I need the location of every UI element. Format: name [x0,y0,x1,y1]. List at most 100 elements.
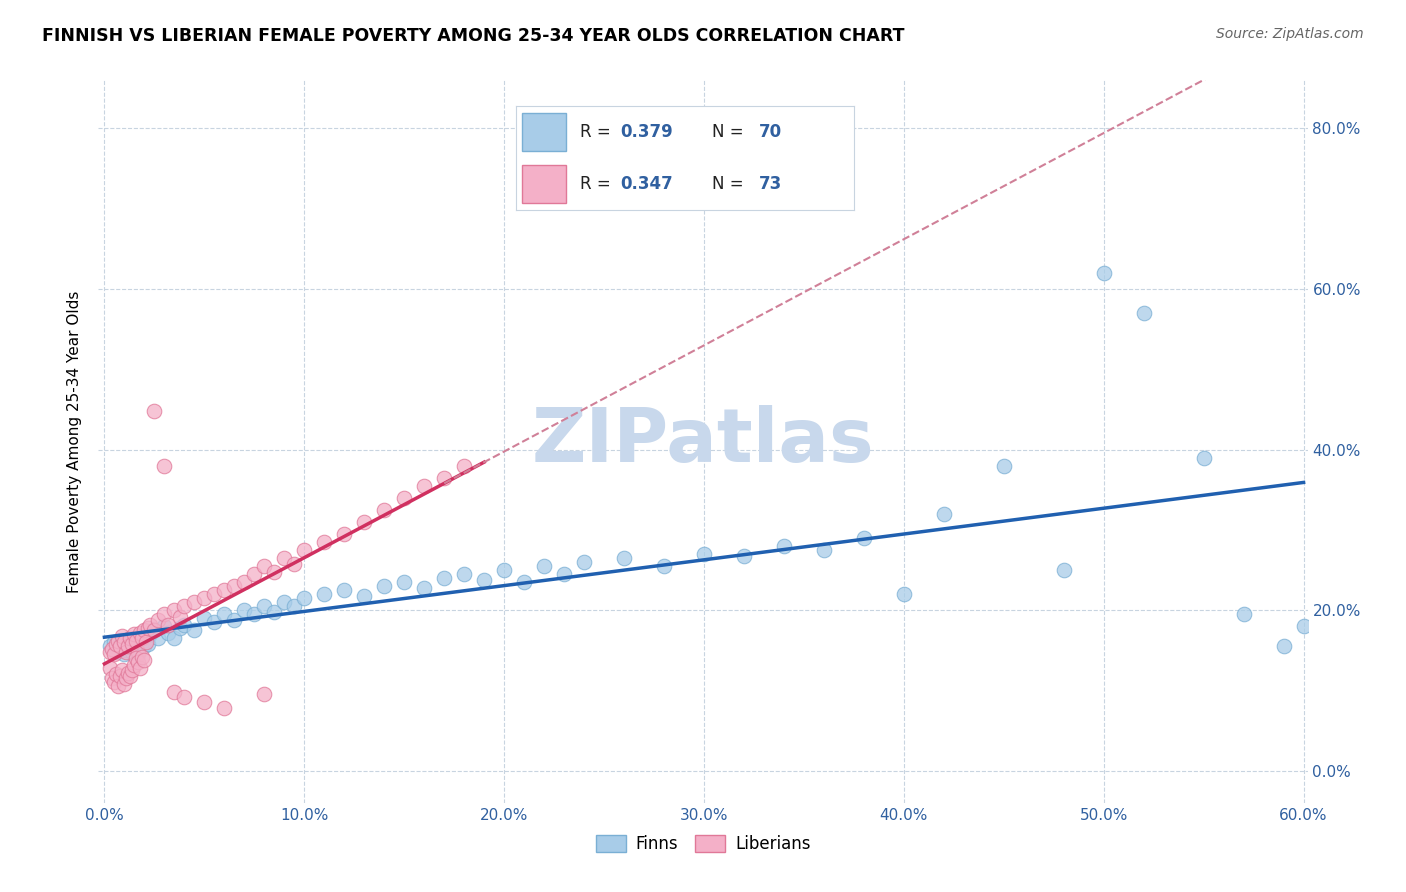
Point [115,645,138,659]
Point [121,637,143,651]
Point [314,534,336,549]
Point [283,557,305,571]
Point [105,667,128,681]
Point [120,669,142,683]
Point [173,599,195,614]
Point [143,623,166,637]
Point [1092,266,1115,280]
Point [693,547,716,561]
Point [392,491,415,505]
Point [224,579,246,593]
Point [143,623,166,637]
Point [105,645,128,659]
Point [353,589,375,603]
Point [353,515,375,529]
Point [101,641,124,656]
Point [373,579,395,593]
Point [813,542,835,557]
Point [127,645,149,659]
Point [1053,563,1076,577]
Point [103,648,125,662]
Point [125,651,148,665]
Point [392,574,415,589]
Point [193,611,215,625]
Point [1292,619,1315,633]
Point [157,625,180,640]
Point [733,549,755,563]
Point [273,595,295,609]
Point [129,629,152,643]
Point [253,558,276,573]
Point [101,671,124,685]
Point [125,638,148,652]
Point [139,627,162,641]
Point [292,542,315,557]
Legend: Finns, Liberians: Finns, Liberians [589,828,817,860]
Point [263,565,285,579]
Point [214,607,236,621]
Point [107,633,129,648]
Point [138,621,160,635]
Point [111,664,134,678]
Point [110,669,132,683]
Point [100,645,122,659]
Point [131,649,153,664]
Point [110,639,132,653]
Point [115,671,138,685]
Point [173,690,195,704]
Point [773,539,796,553]
Point [333,583,356,598]
Point [433,470,456,484]
Point [273,550,295,566]
Point [233,574,256,589]
Point [453,458,475,473]
Point [131,632,153,646]
Point [107,641,129,656]
Point [148,613,170,627]
Point [134,639,156,653]
Point [120,635,142,649]
Point [263,605,285,619]
Point [124,627,146,641]
Point [112,635,135,649]
Point [993,458,1015,473]
Point [127,648,149,662]
Y-axis label: Female Poverty Among 25-34 Year Olds: Female Poverty Among 25-34 Year Olds [67,291,83,592]
Point [893,587,915,601]
Point [613,550,636,566]
Point [148,632,170,646]
Point [1272,639,1295,653]
Point [169,621,191,635]
Point [243,607,266,621]
Point [163,603,186,617]
Point [107,680,129,694]
Point [112,648,135,662]
Point [214,701,236,715]
Point [472,573,495,587]
Point [413,581,436,595]
Point [120,632,142,646]
Point [129,661,152,675]
Point [135,635,157,649]
Point [139,617,162,632]
Point [1192,450,1215,465]
Point [111,629,134,643]
Point [124,657,146,672]
Point [214,583,236,598]
Text: FINNISH VS LIBERIAN FEMALE POVERTY AMONG 25-34 YEAR OLDS CORRELATION CHART: FINNISH VS LIBERIAN FEMALE POVERTY AMONG… [42,27,904,45]
Point [553,567,575,582]
Point [105,637,128,651]
Point [253,599,276,614]
Point [169,609,191,624]
Point [202,615,225,630]
Point [153,607,176,621]
Point [163,685,186,699]
Point [173,617,195,632]
Point [138,637,160,651]
Point [129,625,152,640]
Point [233,603,256,617]
Point [111,632,134,647]
Point [112,677,135,691]
Text: ZIPatlas: ZIPatlas [531,405,875,478]
Point [110,637,132,651]
